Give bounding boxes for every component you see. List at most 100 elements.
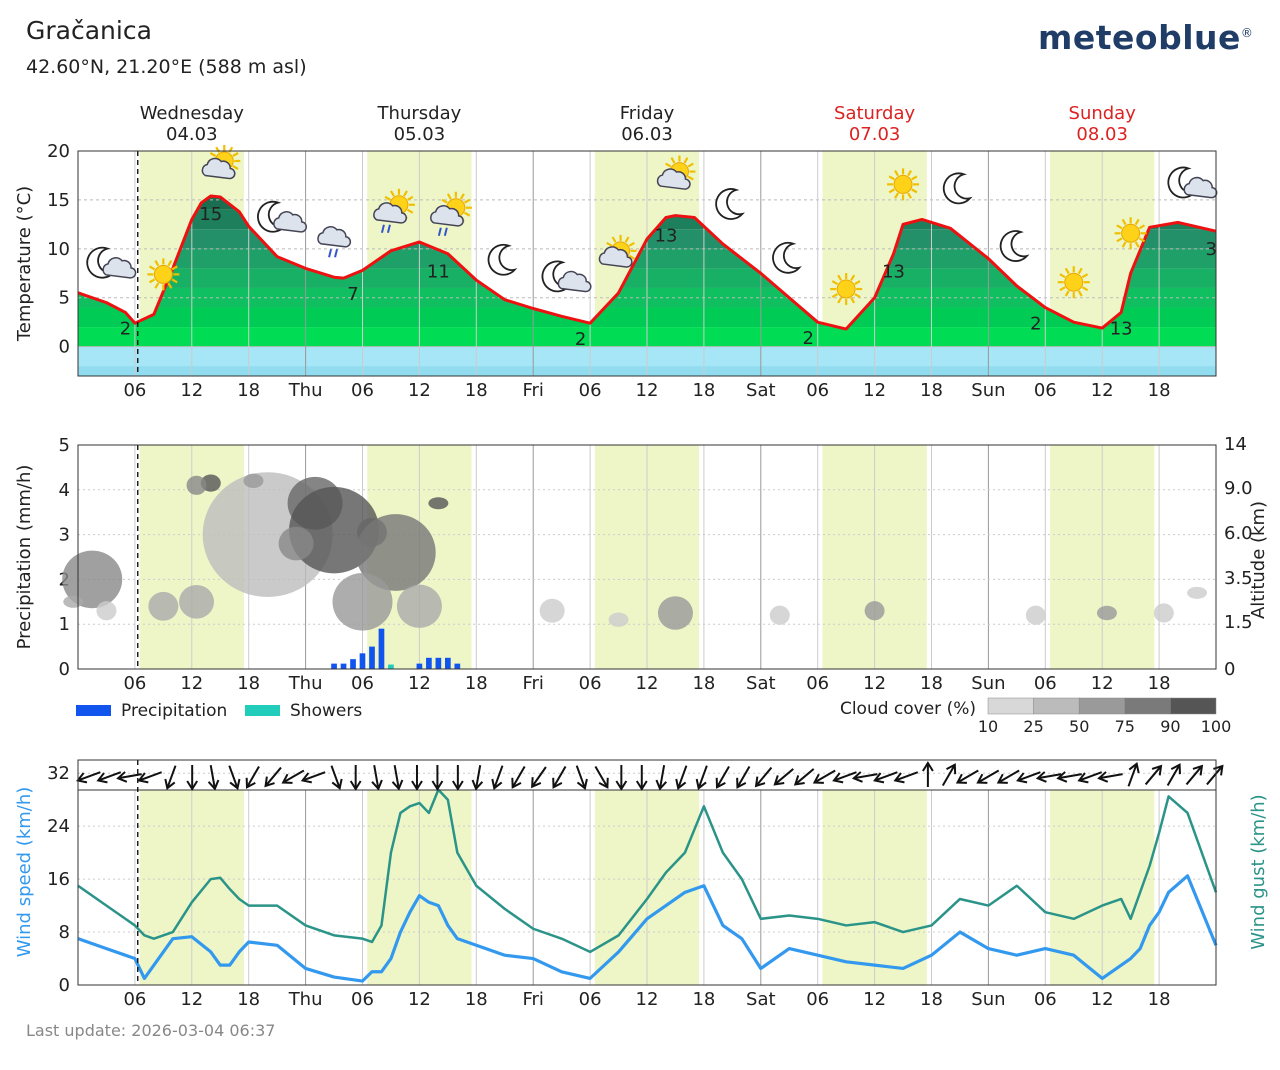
arrow-head: [615, 780, 628, 791]
day-name: Thursday: [377, 103, 462, 124]
moon-icon: [999, 230, 1030, 262]
wind-direction-arrow: [922, 761, 934, 787]
cloud-cover-area: [864, 601, 885, 621]
x-tick-label: 06: [123, 380, 146, 401]
moon-shape: [257, 200, 287, 233]
temperature-label: 2: [575, 329, 586, 350]
arrow-head: [635, 780, 648, 791]
arrow-head: [300, 772, 313, 784]
x-tick-label: Fri: [522, 380, 543, 401]
wind-direction-arrow: [300, 771, 326, 784]
arrow-shaft: [698, 765, 708, 787]
day-name: Wednesday: [140, 103, 245, 124]
sun-ray: [232, 165, 239, 170]
arrow-head: [116, 771, 128, 783]
arrow-head: [1035, 771, 1047, 783]
x-tick-label: 18: [692, 989, 715, 1010]
arrow-head: [976, 773, 988, 784]
arrow-head: [391, 779, 404, 791]
sun-ray: [209, 152, 217, 157]
arrow-shaft: [119, 773, 142, 779]
wind-direction-arrow: [116, 771, 142, 783]
sun-ray: [683, 157, 689, 164]
arrow-head: [471, 779, 484, 791]
wind-direction-arrow: [715, 765, 730, 789]
temperature-label: 2: [1030, 314, 1041, 335]
cloud-shape: [273, 211, 308, 233]
cloud-legend-title: Cloud cover (%): [840, 699, 976, 719]
day-date: 06.03: [621, 124, 673, 145]
wind-direction-arrow: [1077, 771, 1103, 784]
x-tick-label: Sun: [971, 989, 1005, 1010]
temperature-label: 15: [199, 204, 222, 225]
x-tick-label: 18: [237, 989, 260, 1010]
x-tick-label: 12: [636, 989, 659, 1010]
sun-ray: [232, 152, 239, 157]
x-tick-label: 18: [1148, 989, 1171, 1010]
cloud-cover-area: [355, 514, 436, 591]
sun-ray: [1116, 237, 1123, 243]
sun-ray: [628, 254, 635, 260]
precipitation-bar: [435, 657, 442, 669]
sun-ray: [911, 188, 918, 194]
y-tick-label: 0: [59, 659, 70, 680]
wind-direction-arrow: [552, 765, 567, 789]
arrow-shaft: [1127, 765, 1137, 787]
wind-direction-arrow: [675, 765, 688, 790]
arrow-shaft: [209, 764, 216, 788]
arrow-shaft: [594, 765, 608, 787]
cloud-shape: [557, 270, 592, 293]
x-tick-label: 06: [579, 380, 602, 401]
cloud-cover-area: [608, 612, 629, 627]
cloud-cover-area: [148, 591, 179, 621]
x-tick-label: Sat: [746, 380, 776, 401]
arrow-head: [576, 778, 588, 790]
arrow-head: [264, 776, 275, 788]
arrow-shaft: [330, 765, 340, 787]
sun-ray: [606, 241, 613, 247]
y-tick-label: 4: [59, 480, 70, 501]
arrow-shaft: [99, 771, 122, 781]
cloud-cover-area: [1096, 605, 1117, 621]
sun-icon: [830, 273, 863, 306]
arrow-head: [754, 776, 766, 788]
plot-frame: [77, 150, 1217, 377]
arrow-shaft: [167, 765, 177, 787]
arrow-head: [229, 778, 241, 790]
arrow-shaft: [140, 771, 162, 781]
cloud-sun-icon: [598, 234, 637, 268]
sun-ray: [389, 190, 395, 197]
arrow-shaft: [979, 769, 1000, 783]
sun-ray: [1121, 241, 1127, 248]
arrow-head: [598, 777, 609, 789]
sun-ray: [459, 193, 465, 200]
arrow-shaft: [393, 764, 400, 788]
cloud-shape: [598, 246, 633, 268]
x-tick-label: Thu: [288, 673, 323, 694]
arrow-head: [655, 779, 668, 791]
sun-ray: [171, 265, 178, 271]
arrow-head: [996, 773, 1008, 784]
arrow-shaft: [896, 771, 919, 781]
y-tick-label: 1: [59, 614, 70, 635]
cloud-shape: [102, 257, 137, 279]
temperature-label: 2: [802, 328, 813, 349]
x-tick-label: Thu: [288, 989, 323, 1010]
y-axis-label-wind-speed: Wind speed (km/h): [14, 787, 35, 958]
wind-direction-arrow: [754, 766, 773, 788]
y-tick-label: 5: [59, 288, 70, 309]
arrow-shaft: [876, 771, 898, 781]
y-right-tick-label: 9.0: [1224, 478, 1253, 499]
x-tick-label: 18: [465, 380, 488, 401]
arrow-shaft: [304, 771, 326, 781]
moon-icon: [487, 243, 518, 276]
arrow-head: [491, 778, 503, 790]
cloud-shape: [430, 205, 464, 227]
wind-direction-arrow: [391, 764, 404, 791]
arrow-shaft: [247, 765, 260, 787]
x-tick-label: 18: [920, 673, 943, 694]
sun-ray: [907, 169, 913, 177]
cloud-cover-area: [179, 585, 215, 619]
arrow-shaft: [677, 765, 688, 787]
y-right-tick-label: 14: [1224, 434, 1247, 455]
